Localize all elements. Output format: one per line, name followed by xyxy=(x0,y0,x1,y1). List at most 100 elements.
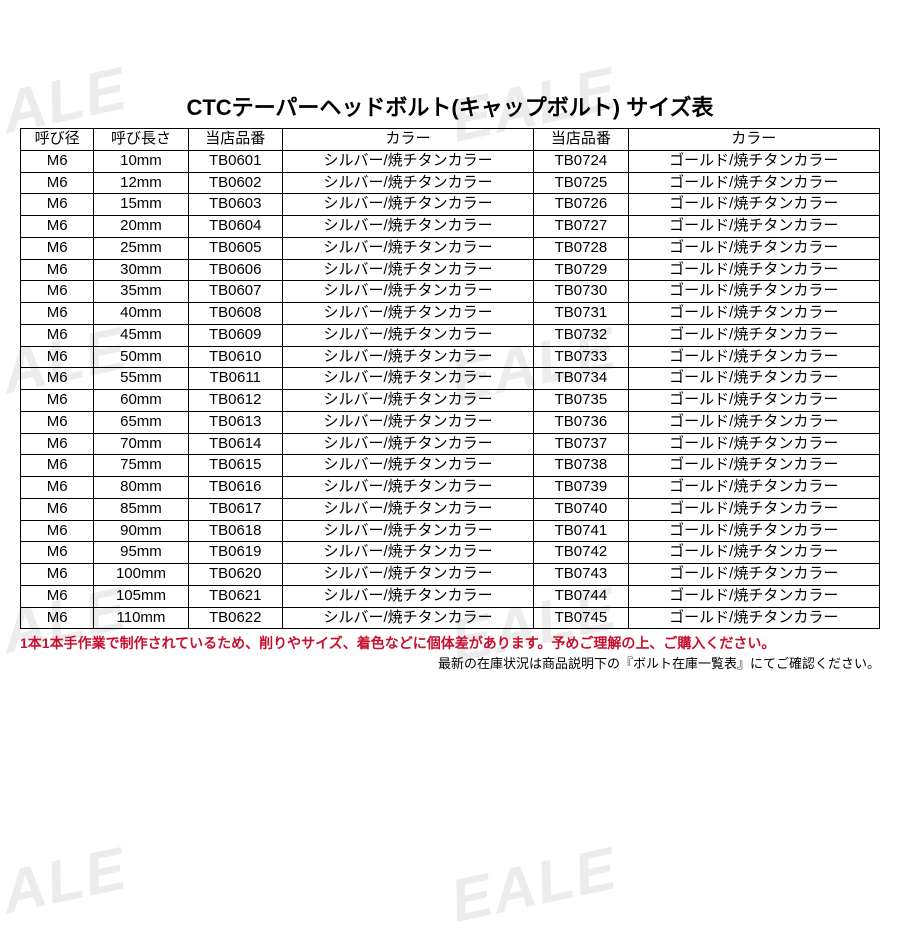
cell-length: 15mm xyxy=(94,194,188,216)
cell-partno1: TB0621 xyxy=(188,585,282,607)
table-row: M640mmTB0608シルバー/焼チタンカラーTB0731ゴールド/焼チタンカ… xyxy=(21,303,880,325)
cell-partno1: TB0603 xyxy=(188,194,282,216)
cell-partno2: TB0738 xyxy=(534,455,628,477)
cell-partno2: TB0744 xyxy=(534,585,628,607)
cell-color2: ゴールド/焼チタンカラー xyxy=(628,281,879,303)
col-header-diameter: 呼び径 xyxy=(21,129,94,151)
cell-partno2: TB0728 xyxy=(534,237,628,259)
cell-color1: シルバー/焼チタンカラー xyxy=(282,390,533,412)
cell-partno2: TB0729 xyxy=(534,259,628,281)
cell-partno2: TB0740 xyxy=(534,498,628,520)
cell-diameter: M6 xyxy=(21,542,94,564)
size-table: 呼び径 呼び長さ 当店品番 カラー 当店品番 カラー M610mmTB0601シ… xyxy=(20,128,880,629)
cell-partno2: TB0745 xyxy=(534,607,628,629)
table-body: M610mmTB0601シルバー/焼チタンカラーTB0724ゴールド/焼チタンカ… xyxy=(21,150,880,629)
cell-diameter: M6 xyxy=(21,150,94,172)
cell-partno1: TB0608 xyxy=(188,303,282,325)
watermark: EALE xyxy=(445,833,624,935)
cell-partno1: TB0604 xyxy=(188,216,282,238)
cell-diameter: M6 xyxy=(21,455,94,477)
cell-color2: ゴールド/焼チタンカラー xyxy=(628,564,879,586)
cell-color2: ゴールド/焼チタンカラー xyxy=(628,542,879,564)
cell-color1: シルバー/焼チタンカラー xyxy=(282,520,533,542)
cell-diameter: M6 xyxy=(21,237,94,259)
cell-color2: ゴールド/焼チタンカラー xyxy=(628,368,879,390)
cell-color1: シルバー/焼チタンカラー xyxy=(282,433,533,455)
cell-diameter: M6 xyxy=(21,433,94,455)
cell-color2: ゴールド/焼チタンカラー xyxy=(628,150,879,172)
cell-partno1: TB0605 xyxy=(188,237,282,259)
cell-diameter: M6 xyxy=(21,411,94,433)
table-row: M635mmTB0607シルバー/焼チタンカラーTB0730ゴールド/焼チタンカ… xyxy=(21,281,880,303)
cell-partno2: TB0725 xyxy=(534,172,628,194)
cell-color2: ゴールド/焼チタンカラー xyxy=(628,194,879,216)
cell-length: 12mm xyxy=(94,172,188,194)
cell-partno1: TB0612 xyxy=(188,390,282,412)
cell-partno1: TB0614 xyxy=(188,433,282,455)
cell-color1: シルバー/焼チタンカラー xyxy=(282,498,533,520)
cell-diameter: M6 xyxy=(21,564,94,586)
table-row: M665mmTB0613シルバー/焼チタンカラーTB0736ゴールド/焼チタンカ… xyxy=(21,411,880,433)
cell-partno2: TB0727 xyxy=(534,216,628,238)
cell-diameter: M6 xyxy=(21,585,94,607)
cell-length: 110mm xyxy=(94,607,188,629)
cell-partno2: TB0733 xyxy=(534,346,628,368)
cell-partno1: TB0619 xyxy=(188,542,282,564)
cell-diameter: M6 xyxy=(21,194,94,216)
cell-partno1: TB0620 xyxy=(188,564,282,586)
cell-partno2: TB0732 xyxy=(534,324,628,346)
cell-color2: ゴールド/焼チタンカラー xyxy=(628,237,879,259)
cell-color1: シルバー/焼チタンカラー xyxy=(282,455,533,477)
cell-partno2: TB0726 xyxy=(534,194,628,216)
cell-diameter: M6 xyxy=(21,520,94,542)
table-row: M660mmTB0612シルバー/焼チタンカラーTB0735ゴールド/焼チタンカ… xyxy=(21,390,880,412)
cell-length: 55mm xyxy=(94,368,188,390)
cell-length: 80mm xyxy=(94,477,188,499)
cell-partno1: TB0611 xyxy=(188,368,282,390)
page-title: CTCテーパーヘッドボルト(キャップボルト) サイズ表 xyxy=(20,90,880,122)
cell-diameter: M6 xyxy=(21,607,94,629)
cell-diameter: M6 xyxy=(21,303,94,325)
cell-color2: ゴールド/焼チタンカラー xyxy=(628,172,879,194)
cell-partno1: TB0622 xyxy=(188,607,282,629)
cell-partno2: TB0737 xyxy=(534,433,628,455)
cell-partno2: TB0741 xyxy=(534,520,628,542)
cell-diameter: M6 xyxy=(21,281,94,303)
cell-color1: シルバー/焼チタンカラー xyxy=(282,303,533,325)
cell-diameter: M6 xyxy=(21,368,94,390)
cell-color1: シルバー/焼チタンカラー xyxy=(282,216,533,238)
cell-partno1: TB0615 xyxy=(188,455,282,477)
table-row: M680mmTB0616シルバー/焼チタンカラーTB0739ゴールド/焼チタンカ… xyxy=(21,477,880,499)
cell-diameter: M6 xyxy=(21,259,94,281)
cell-partno2: TB0730 xyxy=(534,281,628,303)
cell-partno1: TB0618 xyxy=(188,520,282,542)
cell-color2: ゴールド/焼チタンカラー xyxy=(628,477,879,499)
cell-length: 95mm xyxy=(94,542,188,564)
cell-color1: シルバー/焼チタンカラー xyxy=(282,150,533,172)
cell-length: 100mm xyxy=(94,564,188,586)
table-row: M6110mmTB0622シルバー/焼チタンカラーTB0745ゴールド/焼チタン… xyxy=(21,607,880,629)
cell-color1: シルバー/焼チタンカラー xyxy=(282,542,533,564)
cell-color1: シルバー/焼チタンカラー xyxy=(282,564,533,586)
table-row: M675mmTB0615シルバー/焼チタンカラーTB0738ゴールド/焼チタンカ… xyxy=(21,455,880,477)
cell-partno2: TB0742 xyxy=(534,542,628,564)
cell-length: 40mm xyxy=(94,303,188,325)
note-red: 1本1本手作業で制作されているため、削りやサイズ、着色などに個体差があります。予… xyxy=(20,633,880,653)
cell-diameter: M6 xyxy=(21,498,94,520)
cell-diameter: M6 xyxy=(21,477,94,499)
table-header-row: 呼び径 呼び長さ 当店品番 カラー 当店品番 カラー xyxy=(21,129,880,151)
cell-color1: シルバー/焼チタンカラー xyxy=(282,237,533,259)
col-header-color1: カラー xyxy=(282,129,533,151)
cell-partno1: TB0609 xyxy=(188,324,282,346)
cell-partno2: TB0734 xyxy=(534,368,628,390)
table-row: M620mmTB0604シルバー/焼チタンカラーTB0727ゴールド/焼チタンカ… xyxy=(21,216,880,238)
table-row: M650mmTB0610シルバー/焼チタンカラーTB0733ゴールド/焼チタンカ… xyxy=(21,346,880,368)
cell-color1: シルバー/焼チタンカラー xyxy=(282,259,533,281)
cell-color2: ゴールド/焼チタンカラー xyxy=(628,390,879,412)
table-row: M695mmTB0619シルバー/焼チタンカラーTB0742ゴールド/焼チタンカ… xyxy=(21,542,880,564)
cell-color2: ゴールド/焼チタンカラー xyxy=(628,433,879,455)
cell-partno1: TB0606 xyxy=(188,259,282,281)
cell-length: 90mm xyxy=(94,520,188,542)
cell-color1: シルバー/焼チタンカラー xyxy=(282,607,533,629)
cell-color1: シルバー/焼チタンカラー xyxy=(282,368,533,390)
